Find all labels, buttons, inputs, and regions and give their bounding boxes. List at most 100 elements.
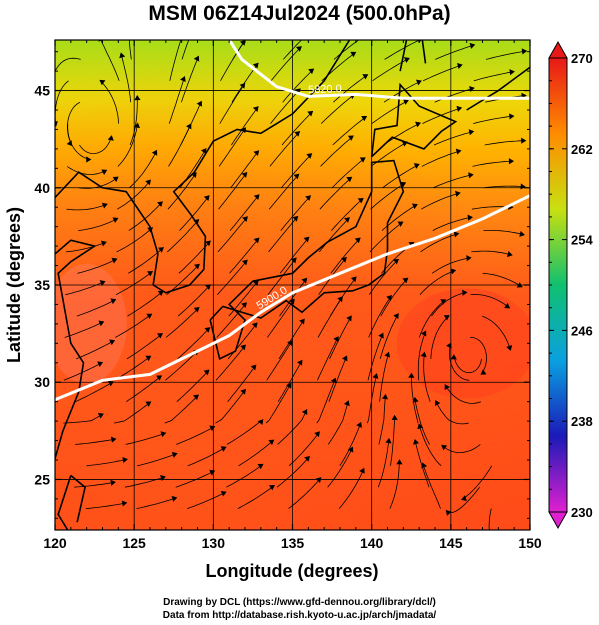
streamline	[332, 117, 365, 146]
streamline-arrow	[220, 490, 227, 497]
streamline	[63, 415, 101, 424]
colorbar-max-arrow	[548, 40, 568, 59]
x-tick-label: 130	[202, 535, 226, 551]
streamline-arrow	[462, 289, 468, 296]
streamline-arrow	[97, 413, 104, 419]
streamline-arrow	[361, 115, 368, 122]
streamline-arrow	[203, 195, 210, 201]
streamline	[166, 266, 198, 296]
colorbar-tick-label: 270	[571, 51, 593, 66]
streamline	[329, 318, 351, 360]
streamline-arrow	[156, 375, 163, 381]
streamline-arrow	[415, 79, 422, 86]
streamline-arrow	[111, 257, 118, 264]
x-axis-label: Longitude (degrees)	[205, 561, 378, 581]
streamline	[288, 434, 318, 467]
streamline	[422, 108, 459, 124]
streamline	[463, 465, 493, 499]
streamline	[136, 498, 175, 509]
x-tick-label: 145	[439, 535, 463, 551]
streamline-arrow	[66, 140, 73, 147]
streamline	[64, 322, 102, 338]
streamline-arrow	[193, 55, 200, 62]
streamline-arrow	[397, 221, 404, 227]
streamline-arrow	[110, 298, 117, 305]
streamline	[331, 159, 364, 189]
streamline-arrow	[86, 156, 92, 163]
streamline	[415, 443, 430, 488]
streamline-arrow	[112, 217, 119, 223]
streamline-arrow	[122, 457, 128, 464]
streamline-arrow	[200, 148, 207, 155]
streamline-arrow	[401, 140, 408, 147]
streamline-arrow	[250, 364, 257, 371]
streamline	[215, 347, 244, 381]
x-tick-label: 120	[43, 535, 67, 551]
streamline-arrow	[469, 42, 476, 49]
streamline	[471, 250, 510, 255]
streamline-arrow	[134, 94, 141, 101]
streamline	[473, 116, 512, 124]
streamline	[77, 259, 115, 274]
streamline	[217, 262, 246, 295]
streamline	[381, 205, 416, 231]
streamline-arrow	[55, 121, 58, 127]
streamline-arrow	[253, 194, 260, 201]
streamline	[327, 450, 352, 488]
streamline	[266, 343, 291, 381]
grid-lines	[55, 40, 530, 530]
streamline	[126, 335, 161, 360]
streamline	[484, 185, 523, 189]
streamline	[65, 242, 104, 253]
streamline-arrow	[445, 510, 452, 516]
streamline	[319, 179, 350, 210]
streamline	[320, 137, 352, 167]
streamline	[75, 382, 112, 403]
streamline-arrow	[293, 173, 300, 180]
streamline	[270, 48, 300, 82]
streamline	[215, 391, 245, 424]
streamline-arrow	[196, 100, 202, 107]
streamline	[168, 79, 184, 124]
streamline	[389, 463, 400, 509]
streamline-arrow	[440, 299, 447, 305]
coastline-segment	[421, 40, 427, 64]
streamline	[316, 381, 335, 424]
streamline-arrow	[356, 421, 362, 428]
streamline-arrow	[468, 129, 475, 136]
streamline	[227, 367, 255, 402]
streamline	[179, 197, 208, 231]
streamline	[372, 59, 407, 82]
streamline	[217, 218, 246, 253]
streamline	[218, 174, 246, 210]
streamline	[379, 316, 398, 360]
streamline	[484, 140, 523, 146]
streamline-arrow	[253, 150, 260, 157]
axes: 120 125 130 135 140 145 150 25 30 35 40 45	[34, 40, 542, 551]
streamline-arrow	[121, 500, 128, 507]
streamline-arrow	[455, 148, 462, 155]
streamline-arrow	[420, 330, 427, 337]
streamline-arrow	[446, 342, 452, 349]
streamline-arrow	[305, 195, 312, 201]
streamline	[266, 301, 293, 338]
streamline	[227, 325, 256, 360]
streamline-arrow	[254, 20, 260, 26]
streamline-arrow	[251, 322, 258, 329]
streamline-arrow	[467, 214, 473, 221]
streamline	[482, 315, 510, 348]
streamline	[368, 261, 397, 295]
streamline	[79, 138, 111, 155]
streamline	[369, 223, 401, 253]
streamline-arrow	[109, 339, 116, 346]
streamline-arrow	[268, 485, 275, 491]
streamline-arrow	[107, 135, 114, 141]
streamline-arrow	[193, 263, 200, 270]
streamline-arrow	[384, 351, 391, 358]
streamline-arrow	[287, 340, 293, 347]
streamline-arrow	[157, 333, 164, 339]
streamline	[414, 401, 430, 445]
streamline-arrow	[241, 259, 248, 266]
streamline-arrow	[257, 463, 264, 470]
streamline	[121, 56, 132, 103]
